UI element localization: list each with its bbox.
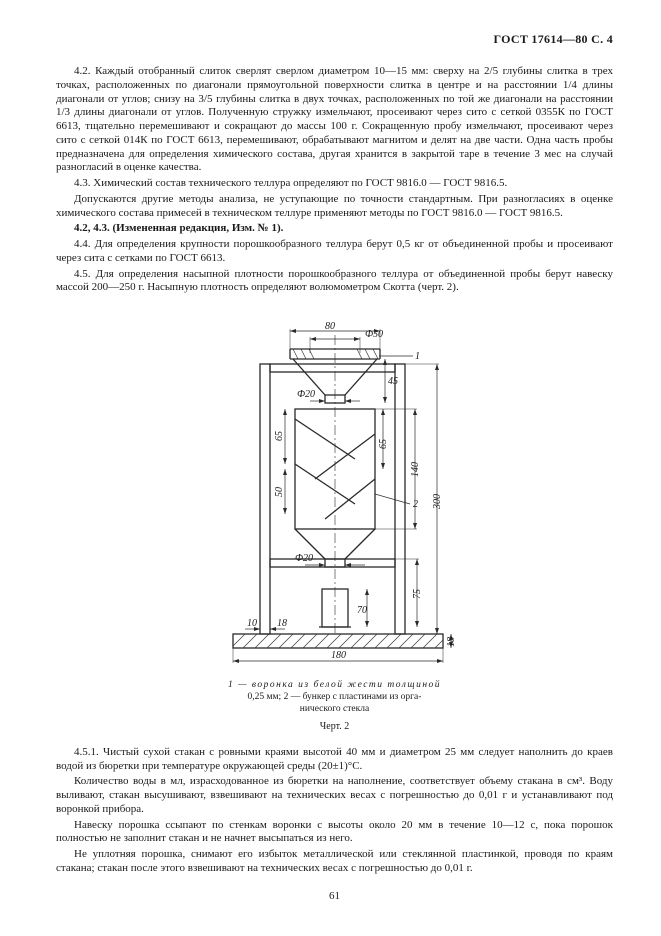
dim-65-right: 65: [378, 409, 389, 469]
dim-50-left: 50: [274, 469, 287, 514]
svg-text:180: 180: [331, 650, 346, 661]
svg-text:1: 1: [415, 351, 420, 362]
dim-180: 180: [233, 648, 443, 663]
top-crossbar: [270, 364, 395, 372]
figure-caption: 1 — воронка из белой жести толщиной 0,25…: [56, 680, 613, 716]
dim-18l: 18: [277, 618, 287, 629]
para-4-3b: Допускаются другие методы анализа, не ус…: [56, 193, 613, 221]
diagram-svg: Ф50 80 Ф20: [185, 309, 485, 669]
left-upright: [260, 364, 270, 634]
dim-65-left: 65: [274, 409, 287, 464]
para-4-3: 4.3. Химический состав технического телл…: [56, 177, 613, 191]
svg-text:2: 2: [413, 499, 418, 510]
para-4-5: 4.5. Для определения насыпной плотности …: [56, 268, 613, 296]
svg-text:50: 50: [274, 487, 285, 497]
svg-text:Ф20: Ф20: [295, 553, 313, 564]
figure-2: Ф50 80 Ф20: [56, 309, 613, 734]
para-4-4: 4.4. Для определения крупности порошкооб…: [56, 238, 613, 266]
svg-text:300: 300: [432, 494, 443, 510]
dim-70: 70: [357, 589, 369, 627]
svg-text:10: 10: [247, 618, 257, 629]
dim-140: 140: [375, 409, 421, 529]
svg-text:18: 18: [277, 618, 287, 629]
dim-d20-bot: Ф20: [295, 553, 365, 567]
para-4-5-1d: Не уплотняя порошка, снимают его избыток…: [56, 848, 613, 876]
svg-text:140: 140: [410, 462, 421, 477]
svg-text:65: 65: [378, 439, 389, 449]
dim-300: 300: [405, 364, 443, 634]
para-4-5-1a: 4.5.1. Чистый сухой стакан с ровными кра…: [56, 746, 613, 774]
svg-text:18: 18: [446, 637, 457, 647]
dim-d20-top: Ф20: [297, 389, 360, 403]
svg-text:45: 45: [388, 376, 398, 387]
page-header: ГОСТ 17614—80 С. 4: [56, 32, 613, 47]
svg-text:70: 70: [357, 605, 367, 616]
svg-text:65: 65: [274, 431, 285, 441]
figure-label: Черт. 2: [56, 721, 613, 734]
dim-45: 45: [383, 359, 398, 403]
svg-text:75: 75: [412, 589, 423, 599]
bottom-crossbar: [270, 559, 395, 567]
dim-75: 75: [345, 559, 423, 627]
para-4-5-1b: Количество воды в мл, израсходованное из…: [56, 775, 613, 816]
right-upright: [395, 364, 405, 634]
para-4-2: 4.2. Каждый отобранный слиток сверлят св…: [56, 65, 613, 175]
svg-text:Ф20: Ф20: [297, 389, 315, 400]
dim-18r: 18: [446, 634, 457, 648]
marker-2: 2: [375, 494, 418, 510]
svg-text:80: 80: [325, 321, 335, 332]
para-4-5-1c: Навеску порошка ссыпают по стенкам ворон…: [56, 819, 613, 847]
para-4-2-4-3-change: 4.2, 4.3. (Измененная редакция, Изм. № 1…: [56, 222, 613, 236]
page-number: 61: [56, 890, 613, 904]
